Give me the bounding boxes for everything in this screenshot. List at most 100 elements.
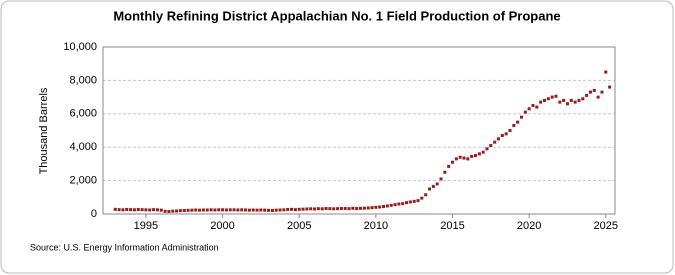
point bbox=[232, 208, 236, 212]
point bbox=[309, 207, 313, 211]
point bbox=[163, 209, 167, 213]
point bbox=[405, 201, 409, 205]
point bbox=[470, 154, 474, 158]
point bbox=[523, 110, 527, 114]
point bbox=[355, 206, 359, 210]
point bbox=[481, 150, 485, 154]
point bbox=[362, 206, 366, 210]
point bbox=[240, 208, 244, 212]
point bbox=[209, 208, 213, 212]
point bbox=[270, 208, 274, 212]
point bbox=[171, 209, 175, 213]
point bbox=[198, 208, 202, 212]
chart-title: Monthly Refining District Appalachian No… bbox=[113, 8, 560, 23]
point bbox=[224, 208, 228, 212]
point bbox=[178, 209, 182, 213]
point bbox=[439, 177, 443, 181]
point bbox=[382, 204, 386, 208]
point bbox=[527, 107, 531, 111]
point bbox=[569, 98, 573, 102]
point bbox=[359, 206, 363, 210]
x-tick-label: 2020 bbox=[517, 220, 541, 232]
point bbox=[343, 206, 347, 210]
point bbox=[512, 123, 516, 127]
point bbox=[113, 207, 117, 211]
point bbox=[293, 208, 297, 212]
point bbox=[201, 208, 205, 212]
point bbox=[451, 160, 455, 164]
point bbox=[443, 170, 447, 174]
point bbox=[205, 208, 209, 212]
point bbox=[247, 208, 251, 212]
point bbox=[389, 203, 393, 207]
plot-border bbox=[102, 46, 616, 215]
point bbox=[454, 157, 458, 161]
point bbox=[328, 207, 332, 211]
point bbox=[585, 93, 589, 97]
point bbox=[175, 209, 179, 213]
point bbox=[221, 208, 225, 212]
point bbox=[182, 208, 186, 212]
point bbox=[542, 98, 546, 102]
point bbox=[316, 207, 320, 211]
point bbox=[251, 208, 255, 212]
point bbox=[608, 85, 612, 89]
point bbox=[374, 205, 378, 209]
point bbox=[125, 207, 129, 211]
point bbox=[401, 202, 405, 206]
point bbox=[213, 208, 217, 212]
point bbox=[420, 196, 424, 200]
x-tick-label: 2005 bbox=[287, 220, 311, 232]
point bbox=[596, 95, 600, 99]
y-axis-label: Thousand Barrels bbox=[38, 87, 50, 174]
point bbox=[267, 208, 271, 212]
point bbox=[140, 208, 144, 212]
point bbox=[458, 155, 462, 159]
y-tick-label: 0 bbox=[91, 208, 97, 220]
point bbox=[217, 208, 221, 212]
point bbox=[504, 132, 508, 136]
point bbox=[297, 207, 301, 211]
point bbox=[535, 105, 539, 109]
point bbox=[519, 115, 523, 119]
point bbox=[332, 207, 336, 211]
point bbox=[144, 208, 148, 212]
point bbox=[565, 102, 569, 106]
point bbox=[516, 120, 520, 124]
point bbox=[286, 207, 290, 211]
point bbox=[190, 208, 194, 212]
point bbox=[370, 206, 374, 210]
y-tick-label: 8,000 bbox=[69, 74, 97, 86]
point bbox=[489, 144, 493, 148]
point bbox=[305, 207, 309, 211]
point bbox=[474, 154, 478, 158]
point bbox=[477, 152, 481, 156]
point bbox=[600, 90, 604, 94]
point bbox=[148, 208, 152, 212]
point bbox=[244, 208, 248, 212]
point bbox=[428, 187, 432, 191]
point bbox=[493, 140, 497, 144]
point bbox=[324, 206, 328, 210]
point bbox=[339, 206, 343, 210]
point bbox=[347, 207, 351, 211]
point bbox=[282, 208, 286, 212]
point bbox=[558, 100, 562, 104]
point bbox=[263, 208, 267, 212]
point bbox=[159, 208, 163, 212]
point bbox=[508, 129, 512, 132]
point bbox=[485, 147, 489, 151]
point bbox=[129, 208, 133, 212]
point bbox=[397, 202, 401, 206]
x-tick-label: 2010 bbox=[364, 220, 388, 232]
point bbox=[228, 208, 232, 212]
point bbox=[186, 208, 190, 212]
point bbox=[301, 207, 305, 211]
point bbox=[581, 97, 585, 101]
y-tick-label: 6,000 bbox=[69, 108, 97, 120]
point bbox=[366, 206, 370, 210]
point bbox=[313, 207, 317, 211]
point bbox=[393, 203, 397, 207]
